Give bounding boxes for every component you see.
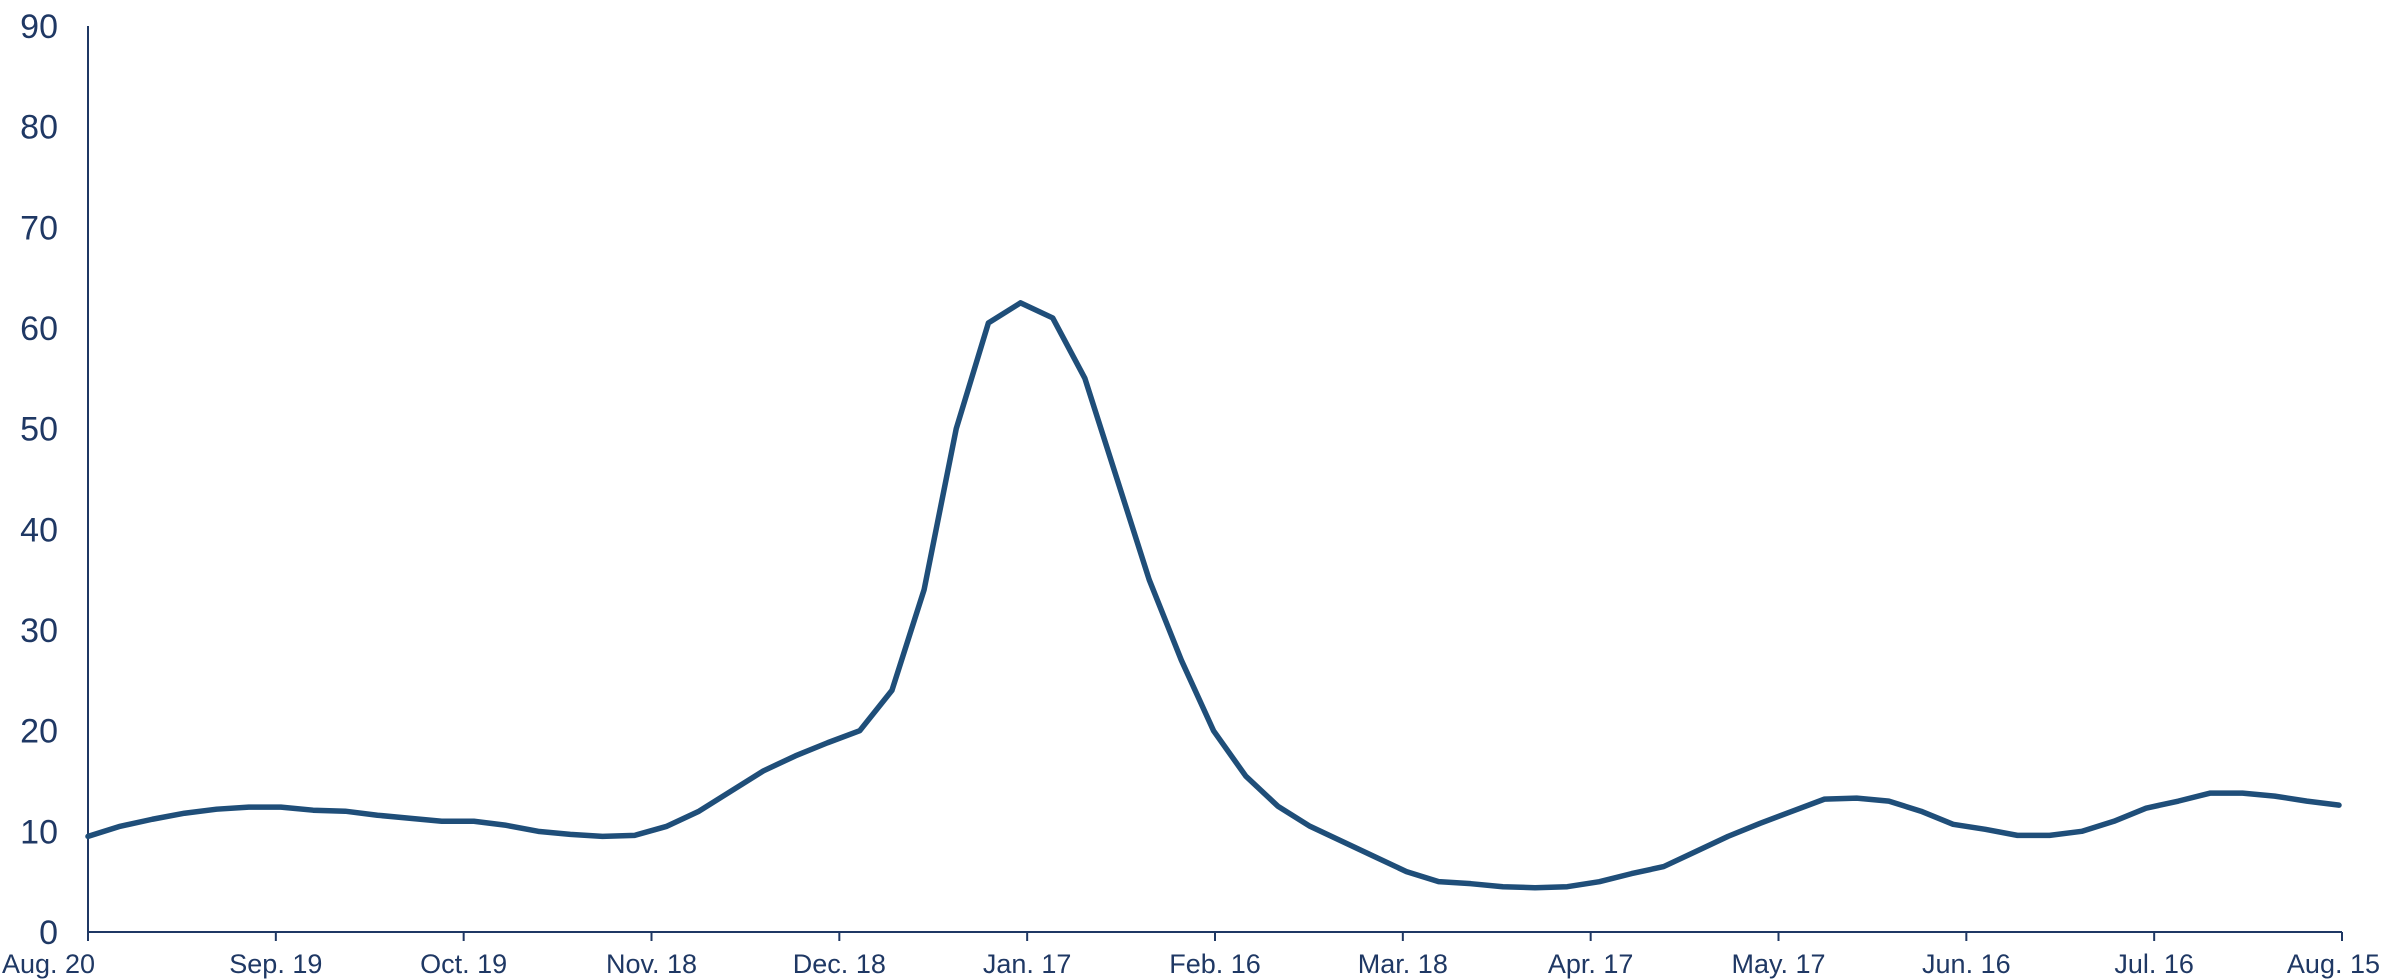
x-tick-label: Mar. 18 [1358,949,1448,979]
y-tick-label: 0 [39,914,58,952]
x-tick-label: Nov. 18 [606,949,697,979]
y-tick-label: 50 [20,411,58,449]
x-tick-label: Jan. 17 [983,949,1072,979]
x-tick-label: Dec. 18 [793,949,886,979]
series-line [85,300,2342,891]
x-axis-ticks: Aug. 20 Sep. 19 Oct. 19 Nov. 18 Dec. 18 Jan. … [2,932,2380,979]
x-tick-label: Oct. 19 [420,949,507,979]
y-tick-label: 20 [20,713,58,751]
y-tick-label: 10 [20,813,58,851]
x-tick-label: Aug. 20 [2,949,95,979]
y-tick-label: 40 [20,511,58,549]
x-tick-label: Jul. 16 [2114,949,2194,979]
y-tick-label: 80 [20,109,58,147]
y-tick-label: 30 [20,612,58,650]
x-tick-label: Sep. 19 [229,949,322,979]
x-tick-label: Apr. 17 [1548,949,1634,979]
x-tick-label: Jun. 16 [1922,949,2011,979]
x-tick-label: May. 17 [1731,949,1825,979]
x-tick-label: Feb. 16 [1169,949,1261,979]
y-tick-label: 70 [20,209,58,247]
y-tick-label: 90 [20,8,58,46]
x-tick-label: Aug. 15 [2287,949,2380,979]
y-axis-ticks: 0 10 20 30 40 50 60 70 80 90 [20,8,58,952]
y-tick-label: 60 [20,310,58,348]
